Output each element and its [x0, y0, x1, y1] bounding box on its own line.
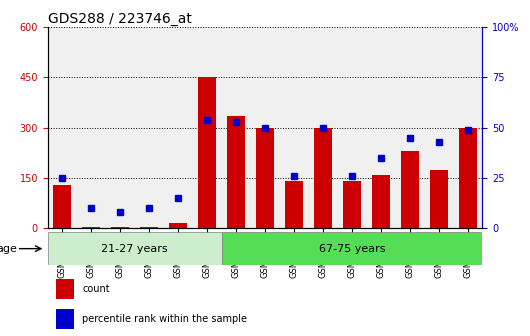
- Bar: [314, 128, 332, 228]
- Bar: [401, 151, 419, 228]
- Text: count: count: [83, 284, 110, 294]
- Text: 21-27 years: 21-27 years: [101, 244, 168, 254]
- Bar: [56, 279, 74, 299]
- Bar: [343, 181, 360, 228]
- Bar: [48, 232, 222, 265]
- Bar: [257, 128, 273, 228]
- Bar: [111, 227, 129, 228]
- Text: 67-75 years: 67-75 years: [319, 244, 385, 254]
- Bar: [459, 128, 476, 228]
- Bar: [83, 227, 100, 228]
- Bar: [198, 77, 216, 228]
- Bar: [170, 223, 187, 228]
- Text: percentile rank within the sample: percentile rank within the sample: [83, 314, 248, 324]
- Text: age: age: [0, 244, 17, 254]
- Bar: [54, 185, 71, 228]
- Bar: [140, 227, 158, 228]
- Bar: [222, 232, 482, 265]
- Bar: [56, 309, 74, 329]
- Text: GDS288 / 223746_at: GDS288 / 223746_at: [48, 12, 191, 26]
- Bar: [372, 175, 390, 228]
- Bar: [285, 181, 303, 228]
- Bar: [430, 170, 447, 228]
- Bar: [227, 116, 245, 228]
